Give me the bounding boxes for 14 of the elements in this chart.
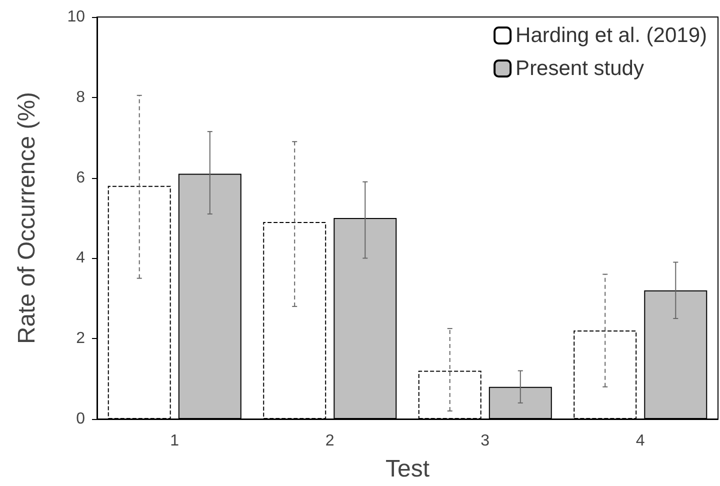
y-tick-label: 2 <box>76 330 86 348</box>
legend-label: Present study <box>516 57 644 80</box>
y-tick-label: 8 <box>76 88 86 106</box>
x-tick-label: 1 <box>170 432 180 450</box>
x-tick-label: 3 <box>480 432 490 450</box>
x-axis-title: Test <box>385 456 430 482</box>
x-tick-label: 4 <box>636 432 645 450</box>
y-axis-title: Rate of Occurrence (%) <box>14 92 40 344</box>
y-tick-label: 0 <box>76 410 86 428</box>
y-tick-label: 6 <box>76 169 86 186</box>
legend-label: Harding et al. (2019) <box>516 24 708 47</box>
y-tick-label: 4 <box>76 250 86 267</box>
y-tick-label: 10 <box>67 8 86 26</box>
x-tick-label: 2 <box>325 432 334 450</box>
